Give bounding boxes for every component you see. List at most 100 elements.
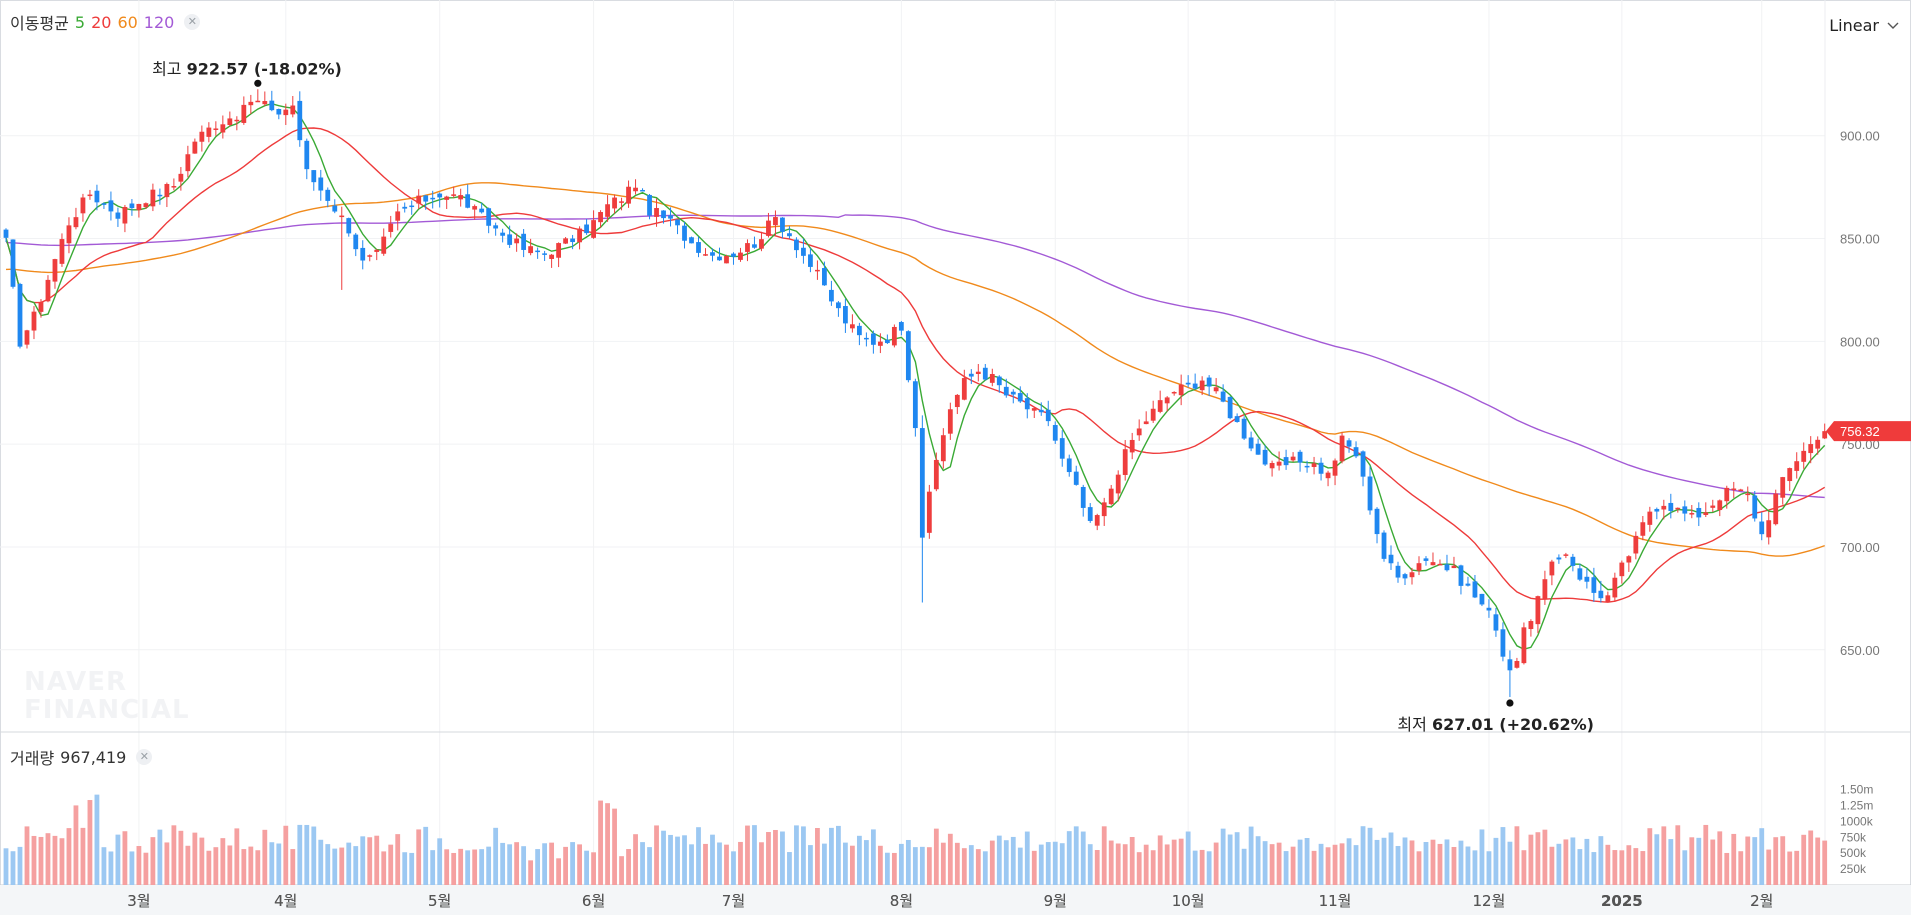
scale-select[interactable]: Linear <box>1829 16 1899 35</box>
volume-bar <box>1437 843 1443 885</box>
volume-bar <box>1017 847 1023 885</box>
candle-body <box>325 189 331 201</box>
candle-body <box>108 200 114 212</box>
candle-body <box>241 104 247 123</box>
volume-bar <box>689 844 694 885</box>
month-label: 2월 <box>1750 892 1773 910</box>
ma-5-label[interactable]: 5 <box>74 12 86 32</box>
candle-body <box>675 219 680 226</box>
volume-bar <box>954 842 960 885</box>
volume-bar <box>297 824 303 885</box>
volume-bar <box>360 836 366 885</box>
candle-body <box>1066 458 1072 473</box>
volume-bar <box>409 852 415 885</box>
candle-body <box>1297 451 1303 463</box>
ma-20-line <box>5 127 1826 603</box>
volume-bar <box>1458 840 1464 885</box>
candle-body <box>374 249 380 252</box>
volume-bar <box>1332 844 1338 885</box>
month-label: 4월 <box>274 892 297 910</box>
candle-body <box>1696 507 1702 518</box>
chevron-down-icon <box>1887 22 1899 29</box>
candle-body <box>1584 576 1590 582</box>
volume-bar <box>1745 836 1751 885</box>
candle-body <box>863 337 869 340</box>
volume-bar <box>1353 845 1359 885</box>
volume-bar <box>276 843 282 885</box>
volume-bar <box>1430 839 1436 885</box>
volume-bar <box>1220 828 1226 885</box>
volume-bar <box>45 833 51 885</box>
volume-bar <box>982 851 988 885</box>
month-label: 12월 <box>1472 892 1505 910</box>
month-label: 11월 <box>1319 892 1352 910</box>
low-annotation: 최저 627.01 (+20.62%) <box>1397 715 1594 734</box>
volume-bar <box>1374 839 1380 885</box>
candle-body <box>1752 495 1758 519</box>
volume-bar <box>1682 850 1688 885</box>
candle-body <box>276 109 282 115</box>
volume-bar <box>346 842 352 885</box>
volume-bar <box>514 842 520 885</box>
volume-bar <box>1724 852 1730 885</box>
volume-bar <box>1794 850 1800 885</box>
month-label: 11월 <box>1319 892 1352 910</box>
candle-body <box>465 194 471 208</box>
volume-bar <box>1451 846 1457 885</box>
candle-body <box>933 459 939 490</box>
candle-body <box>738 252 743 260</box>
candle-body <box>766 220 771 236</box>
candle-body <box>717 256 722 261</box>
candle-body <box>1689 513 1695 515</box>
volume-bar <box>1108 840 1114 885</box>
candle-body <box>1724 487 1730 502</box>
candle-body <box>1409 572 1415 578</box>
candle-body <box>206 127 212 137</box>
candle-body <box>304 140 310 170</box>
volume-bar <box>241 849 247 885</box>
volume-bar <box>192 832 198 885</box>
candle-body <box>612 197 617 209</box>
volume-bar <box>1507 841 1513 885</box>
candle-body <box>1024 398 1030 410</box>
volume-bar <box>1822 840 1828 885</box>
volume-bar <box>1409 840 1415 885</box>
candle-body <box>1360 451 1366 477</box>
volume-bar <box>1444 839 1450 885</box>
volume-bar <box>1388 832 1394 885</box>
candle-body <box>1626 556 1632 563</box>
volume-bar <box>1136 852 1142 885</box>
volume-bar <box>605 803 610 885</box>
candle-body <box>1780 477 1786 498</box>
ma-120-label[interactable]: 120 <box>143 12 175 32</box>
volume-bar <box>1227 834 1233 885</box>
candle-body <box>500 232 506 236</box>
volume-bar <box>1689 837 1695 885</box>
candle-body <box>472 206 478 210</box>
ma-60-label[interactable]: 60 <box>117 12 138 32</box>
candle-body <box>1472 581 1478 598</box>
volume-bar <box>1143 844 1149 885</box>
candle-body <box>1556 557 1562 560</box>
candle-body <box>954 394 960 408</box>
volume-bar <box>430 850 436 885</box>
moving-average-legend[interactable]: 이동평균 5 20 60 120 ✕ <box>10 10 201 34</box>
volume-close-icon[interactable]: ✕ <box>136 749 153 765</box>
candle-body <box>1661 505 1667 510</box>
volume-bar <box>1248 826 1254 885</box>
volume-bar <box>801 826 806 885</box>
candle-body <box>926 491 932 533</box>
candle-body <box>52 259 58 282</box>
candle-body <box>1248 437 1254 449</box>
volume-bar <box>1654 834 1660 885</box>
ma-20-label[interactable]: 20 <box>91 12 112 32</box>
volume-bar <box>1640 851 1646 885</box>
volume-label: 거래량 <box>10 749 55 768</box>
volume-bar <box>1178 838 1184 885</box>
ma-close-icon[interactable]: ✕ <box>184 14 201 30</box>
candle-body <box>1444 564 1450 571</box>
candle-body <box>1059 438 1065 459</box>
volume-bar <box>682 835 687 885</box>
